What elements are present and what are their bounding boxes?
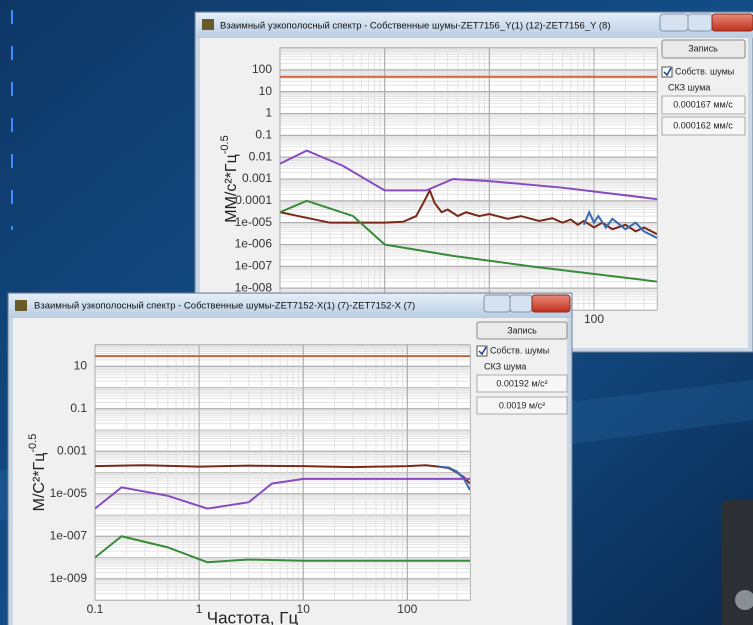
- noise-checkbox-label: Собств. шумы: [490, 345, 549, 355]
- maximize-button[interactable]: [687, 13, 713, 32]
- window-title: Взаимный узкополосный спектр - Собственн…: [34, 301, 415, 312]
- y-tick-label: 0.1: [70, 401, 87, 415]
- rms-value: 0.000162 мм/с: [673, 120, 733, 130]
- y-tick-label: 1: [265, 106, 272, 120]
- y-tick-label: 100: [252, 62, 272, 76]
- series-line: [95, 477, 470, 510]
- minimize-button[interactable]: [483, 294, 511, 313]
- y-axis-label-exponent: -0.5: [27, 434, 39, 453]
- maximize-button[interactable]: [509, 294, 533, 313]
- series-line: [280, 199, 657, 283]
- y-tick-label: 1e-005: [50, 486, 88, 500]
- check-mark: [663, 67, 672, 77]
- record-button[interactable]: [661, 39, 746, 59]
- record-label: Запись: [688, 43, 718, 53]
- y-tick-label: 10: [259, 84, 273, 98]
- title-bar: [9, 294, 571, 318]
- y-tick-label: 10: [74, 358, 88, 372]
- y-tick-label: 1e-007: [50, 528, 88, 542]
- close-button[interactable]: [531, 294, 571, 313]
- rms-box: [476, 374, 568, 393]
- series-line: [280, 149, 657, 201]
- rms-label: СКЗ шума: [668, 82, 710, 92]
- noise-checkbox[interactable]: [661, 66, 673, 78]
- y-tick-label: 1e-009: [50, 571, 88, 585]
- chart: 10 0.1 0.001 1e-005 1e-007 1e-009 0.1 1 10 100 М/С…: [27, 344, 471, 625]
- rms-box: [476, 396, 568, 415]
- app-icon: [202, 19, 214, 30]
- rms-value: 0.000167 мм/с: [673, 99, 733, 109]
- y-tick-label: 1e-006: [235, 237, 273, 251]
- y-tick-label: 1e-005: [235, 215, 273, 229]
- close-button[interactable]: [711, 13, 753, 32]
- x-tick-label: 100: [397, 602, 417, 616]
- y-tick-label: 0.001: [242, 171, 272, 185]
- rms-value: 0.0019 м/с²: [499, 400, 545, 410]
- minimize-button[interactable]: [659, 13, 689, 32]
- y-tick-label: 1e-007: [235, 259, 273, 273]
- record-label: Запись: [507, 325, 537, 335]
- rms-box: [661, 116, 746, 136]
- rms-box: [661, 95, 746, 115]
- x-tick-label: 0.1: [87, 602, 104, 616]
- app-icon: [15, 300, 27, 311]
- noise-checkbox-label: Собств. шумы: [675, 66, 734, 76]
- series-line: [438, 465, 470, 491]
- x-axis-label: Частота, Гц: [207, 608, 299, 625]
- device-connector: [735, 590, 753, 610]
- chart: 100 10 1 0.1 0.01 0.001 0.0001 1e-005 1e-006 1e-0…: [219, 47, 658, 326]
- y-tick-label: 0.1: [255, 128, 272, 142]
- record-button[interactable]: [476, 321, 568, 340]
- y-tick-label: 1e-008: [235, 280, 273, 294]
- check-mark: [478, 346, 487, 356]
- y-tick-label: 0.001: [57, 443, 87, 457]
- window-title: Взаимный узкополосный спектр - Собственн…: [220, 21, 611, 32]
- x-tick-label: 10: [297, 602, 311, 616]
- series-line: [582, 209, 657, 239]
- rms-value: 0.00192 м/с²: [496, 378, 547, 388]
- y-axis-label: М/С²*Гц-0.5: [27, 434, 48, 512]
- y-axis-label-exponent: -0.5: [219, 135, 231, 154]
- y-axis-label-text: М/С²*Гц: [31, 453, 48, 512]
- x-tick-label: 100: [584, 312, 604, 326]
- series-line: [95, 535, 470, 564]
- rms-label: СКЗ шума: [484, 361, 526, 371]
- x-tick-label: 1: [196, 602, 203, 616]
- y-tick-label: 0.0001: [235, 193, 272, 207]
- y-axis-label-text: ММ/с²*Гц: [223, 154, 240, 222]
- y-tick-label: 0.01: [249, 149, 273, 163]
- window-front: Взаимный узкополосный спектр - Собственн…: [7, 292, 573, 625]
- y-axis-label: ММ/с²*Гц-0.5: [219, 135, 240, 222]
- noise-checkbox[interactable]: [476, 345, 488, 357]
